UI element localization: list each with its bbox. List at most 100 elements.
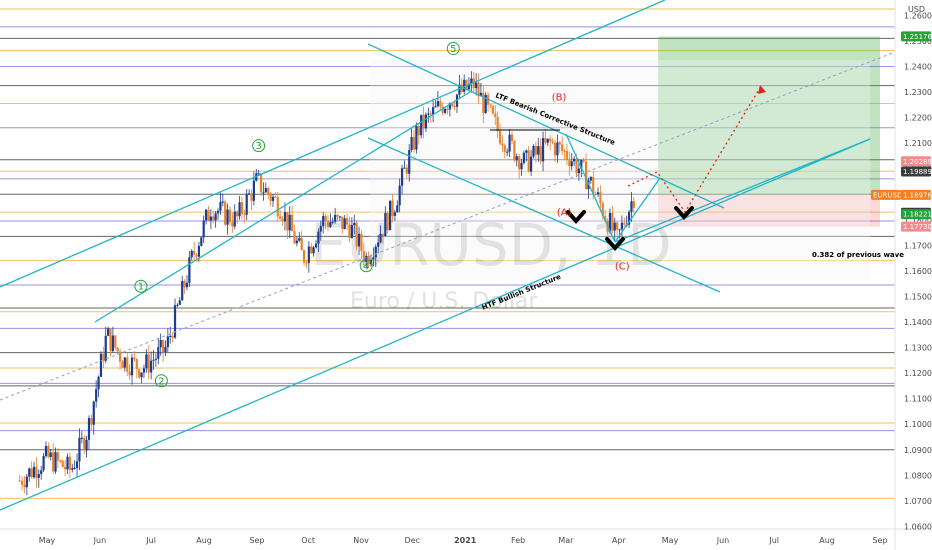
candle-body [286, 212, 289, 231]
candle-body [154, 358, 158, 360]
candle-body [508, 134, 511, 152]
annotation-fib: 0.382 of previous wave [812, 251, 904, 259]
candle-body [596, 192, 600, 195]
candle-body [59, 460, 62, 462]
candle-body [544, 138, 547, 143]
candle-body [501, 143, 504, 146]
candle-body [47, 445, 50, 457]
candle-body [90, 418, 93, 425]
horizontal-levels [0, 8, 895, 499]
candle-body [381, 233, 385, 237]
candle-body [348, 224, 351, 238]
candle-body [107, 328, 110, 336]
candle-body [422, 114, 425, 129]
candle-body [403, 167, 406, 169]
candle-body [173, 305, 177, 338]
candle-body [228, 209, 232, 223]
x-tick-label: Oct [301, 536, 315, 545]
candle-body [118, 351, 122, 362]
pivot-check-mark [566, 210, 586, 225]
candle-body [405, 167, 408, 174]
x-tick-label: Jul [768, 536, 779, 545]
candle-body [121, 361, 124, 368]
candle-body [30, 468, 33, 478]
x-tick-label: Jul [145, 536, 156, 545]
candle-body [63, 467, 67, 470]
candle-body [240, 202, 244, 214]
candle-body [563, 150, 566, 152]
candle-body [513, 141, 516, 161]
candle-body [556, 142, 559, 156]
candle-body [632, 201, 635, 208]
candle-body [248, 193, 251, 195]
candle-body [35, 466, 38, 478]
candle-body [558, 142, 561, 145]
price-tag-label: EURUSD [873, 191, 902, 199]
projection-path [627, 87, 761, 214]
wave-label-text: 5 [450, 44, 456, 55]
candle-body [259, 173, 263, 193]
x-tick-label: 2021 [454, 536, 477, 545]
wave-label: (B) [552, 93, 567, 104]
candle-body [546, 138, 549, 143]
y-tick-label: 1.17000 [904, 241, 932, 250]
candle-body [518, 156, 521, 170]
candle-body [329, 222, 332, 227]
candle-body [525, 150, 528, 153]
candle-body [128, 371, 131, 376]
candle-body [553, 142, 557, 156]
candle-body [233, 211, 236, 227]
candle-body [142, 368, 146, 373]
candle-body [169, 335, 172, 337]
price-tags: 1.251761.202891.19889EURUSD1.189761.1827… [871, 31, 932, 232]
wave-label: (A) [557, 208, 572, 219]
candle-body [257, 173, 260, 175]
candle-body [193, 250, 196, 255]
candle-body [214, 213, 217, 221]
wave-labels: 1 2 3 4 5 (B) (A) (C) [134, 42, 630, 388]
candle-body [291, 214, 294, 232]
candle-body [604, 216, 607, 221]
candle-body [152, 359, 155, 361]
candle-body [176, 304, 179, 306]
candle-body [49, 452, 52, 457]
candle-body [417, 126, 420, 136]
candle-body [391, 200, 394, 216]
y-tick-label: 1.06000 [904, 522, 932, 531]
candle-body [314, 243, 318, 248]
candle-body [627, 211, 631, 225]
candle-body [221, 201, 224, 203]
candle-body [379, 233, 382, 243]
candle-body [32, 466, 36, 478]
pivot-check-mark [605, 237, 625, 252]
candle-body [608, 213, 612, 232]
candle-body [565, 150, 569, 160]
candle-body [484, 94, 487, 114]
price-tag-bg [871, 189, 901, 200]
candle-body [494, 113, 497, 117]
y-tick-label: 1.10000 [904, 420, 932, 429]
candle-body [561, 144, 564, 151]
trendline [367, 137, 721, 293]
x-tick-label: Nov [353, 536, 369, 545]
candle-body [479, 92, 483, 97]
candle-body [355, 222, 358, 247]
price-tag: 1.18221 [901, 209, 932, 220]
wave-circle [154, 374, 168, 388]
candle-body [25, 476, 28, 488]
candle-body [298, 237, 301, 241]
candle-body [305, 262, 308, 264]
candle-body [18, 480, 21, 482]
candle-body [135, 359, 138, 370]
candle-body [322, 216, 325, 226]
candle-body [245, 194, 248, 215]
stop-zone [658, 194, 880, 227]
candle-body [212, 216, 215, 221]
candle-body [52, 452, 55, 472]
candle-body [463, 79, 466, 92]
price-tag: 1.25176 [901, 31, 932, 42]
candle-body [44, 445, 48, 456]
y-tick-label: 1.18000 [904, 216, 932, 225]
candle-body [331, 221, 334, 223]
